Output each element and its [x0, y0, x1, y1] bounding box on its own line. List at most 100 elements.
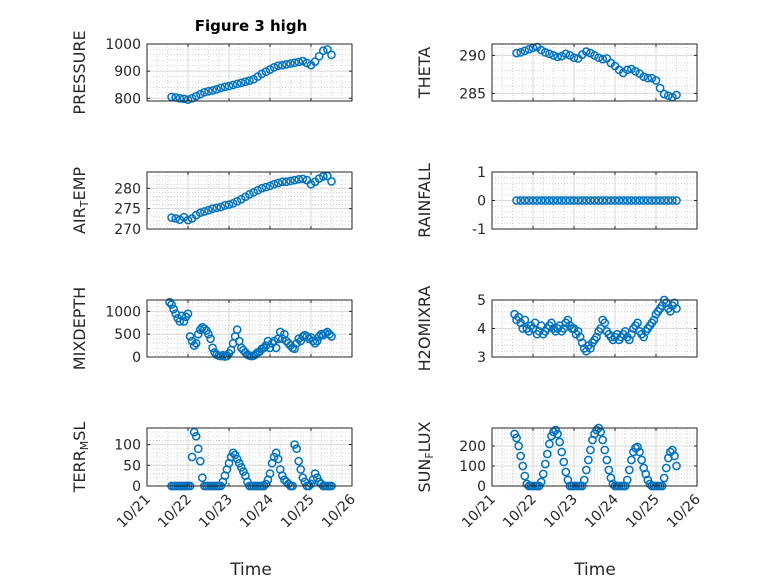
y-tick-label: 1 [477, 165, 486, 181]
data-point [663, 196, 673, 205]
data-point [323, 45, 332, 54]
data-point [659, 473, 669, 483]
data-point [524, 44, 534, 54]
y-tick-label: 100 [114, 438, 141, 454]
data-point [602, 455, 612, 465]
data-point [545, 439, 554, 449]
data-point [592, 332, 601, 342]
data-point [298, 473, 308, 483]
data-point [573, 196, 583, 205]
data-point [302, 332, 312, 341]
data-point [179, 317, 189, 326]
y-tick-label: 275 [114, 202, 141, 218]
y-axis-label-h2omixra: H2OMIXRA [415, 286, 434, 372]
data-point [598, 196, 608, 205]
data-point [265, 343, 275, 353]
data-point [282, 60, 291, 69]
y-tick-label: 290 [459, 48, 486, 64]
data-point [622, 475, 632, 485]
data-point [310, 469, 320, 478]
data-point [670, 298, 679, 308]
data-point [643, 196, 653, 205]
data-point [565, 196, 575, 205]
data-point [672, 196, 681, 205]
data-point [586, 196, 595, 205]
data-point [318, 172, 328, 181]
data-point [540, 459, 550, 469]
data-point [600, 445, 610, 455]
data-point [298, 174, 308, 184]
data-point [236, 463, 246, 472]
y-tick-label: 100 [459, 459, 486, 475]
data-point [208, 204, 217, 213]
x-axis-label-right: Time [573, 560, 616, 580]
data-point [549, 196, 558, 205]
data-point [557, 447, 567, 457]
axes-box [146, 299, 353, 358]
data-point [175, 317, 185, 326]
y-tick-label: 270 [114, 222, 141, 238]
data-point [659, 196, 669, 205]
y-tick-label: 500 [114, 327, 141, 343]
data-point [520, 315, 530, 325]
data-point [232, 79, 242, 89]
data-point [212, 84, 222, 94]
data-point [647, 196, 657, 205]
data-point [269, 452, 279, 462]
data-point [195, 456, 205, 466]
data-point [195, 208, 205, 218]
data-point [195, 89, 205, 99]
data-point [204, 329, 213, 339]
axes-box [146, 171, 353, 230]
data-point [520, 196, 530, 205]
data-point [655, 83, 665, 93]
data-point [639, 332, 649, 342]
y-axis-label-air_temp: AIRTEMP [70, 167, 91, 234]
data-point [200, 324, 209, 334]
data-point [195, 325, 205, 334]
data-point [200, 87, 209, 97]
y-tick-label: 1000 [105, 304, 141, 320]
data-point [224, 81, 234, 91]
data-point [239, 467, 248, 476]
data-point [514, 441, 524, 451]
data-point [540, 48, 550, 57]
data-point [167, 300, 176, 309]
data-point [557, 196, 567, 205]
data-point [290, 175, 299, 185]
subplot-theta: 285 290 THETA [415, 42, 698, 102]
data-point [261, 182, 271, 192]
data-point [672, 304, 681, 313]
axes-box [146, 43, 353, 102]
data-point [622, 65, 632, 75]
data-point [545, 49, 554, 59]
data-point [668, 196, 677, 205]
data-point [586, 344, 595, 353]
data-point [512, 196, 521, 205]
data-point [191, 338, 201, 348]
data-point [167, 213, 176, 222]
data-point [212, 203, 222, 213]
data-point [520, 471, 530, 481]
data-point [325, 329, 334, 339]
data-point [193, 444, 203, 454]
data-point [573, 327, 583, 336]
data-point [594, 196, 603, 205]
data-point [524, 196, 534, 205]
data-point [294, 456, 304, 466]
data-point [555, 437, 565, 447]
data-point [327, 177, 336, 186]
y-tick-label: 50 [123, 458, 141, 474]
data-point [290, 440, 299, 449]
data-point [296, 465, 306, 474]
data-point [655, 196, 665, 205]
data-point [216, 202, 226, 212]
data-point [594, 53, 603, 63]
data-point [528, 196, 538, 205]
data-point [627, 455, 636, 465]
data-point [618, 196, 628, 205]
data-point [249, 188, 258, 197]
data-point [516, 196, 526, 205]
data-point [538, 469, 548, 479]
